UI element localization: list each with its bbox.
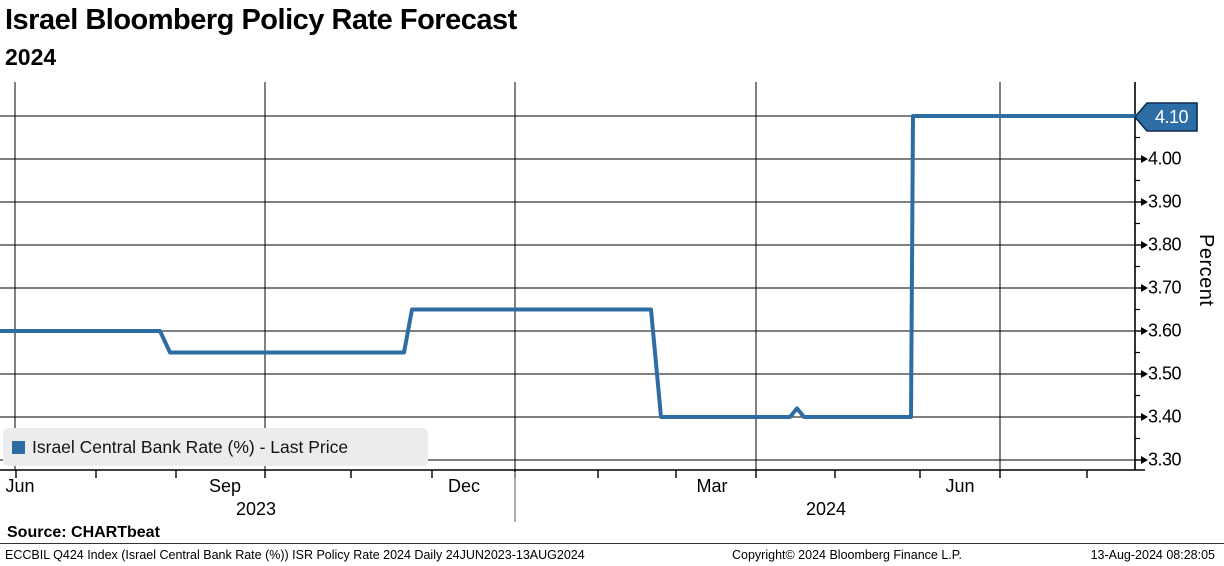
footer-divider (0, 543, 1224, 544)
legend-label: Israel Central Bank Rate (%) - Last Pric… (32, 436, 349, 457)
last-price-badge: 4.10 (1154, 107, 1189, 127)
y-tick-arrow-icon (1141, 413, 1148, 421)
x-tick-label-month: Jun (945, 476, 975, 496)
y-tick-arrow-icon (1141, 155, 1148, 163)
y-tick-arrow-icon (1141, 327, 1148, 335)
source-label: Source: CHARTbeat (7, 524, 160, 541)
legend[interactable]: Israel Central Bank Rate (%) - Last Pric… (3, 428, 428, 466)
y-tick-arrow-icon (1141, 370, 1148, 378)
page-title: Israel Bloomberg Policy Rate Forecast (5, 4, 517, 36)
x-tick-label-month: Jun (5, 476, 35, 496)
y-tick-label: 3.90 (1148, 191, 1182, 212)
legend-series-marker-icon (12, 440, 25, 454)
y-tick-arrow-icon (1141, 241, 1148, 249)
y-tick-label: 3.70 (1148, 277, 1182, 298)
x-tick-label-month: Mar (696, 476, 728, 496)
y-tick-arrow-icon (1141, 284, 1148, 292)
x-tick-label-month: Sep (208, 476, 242, 496)
security-description: ECCBIL Q424 Index (Israel Central Bank R… (5, 548, 585, 562)
y-tick-label: 3.30 (1148, 449, 1182, 470)
y-tick-label: 3.50 (1148, 363, 1182, 384)
y-tick-label: 3.40 (1148, 406, 1182, 427)
timestamp: 13-Aug-2024 08:28:05 (1090, 548, 1215, 562)
copyright-text: Copyright© 2024 Bloomberg Finance L.P. (732, 548, 962, 562)
y-tick-label: 3.80 (1148, 234, 1182, 255)
page-subtitle: 2024 (5, 44, 57, 70)
y-tick-arrow-icon (1141, 456, 1148, 464)
x-tick-label-month: Dec (447, 476, 481, 496)
y-axis-title: Percent (1195, 234, 1217, 307)
last-price-badge-shape (1133, 102, 1198, 132)
x-tick-label-year: 2024 (805, 499, 847, 519)
y-tick-label: 4.00 (1148, 148, 1182, 169)
y-tick-label: 3.60 (1148, 320, 1182, 341)
y-tick-arrow-icon (1141, 198, 1148, 206)
x-tick-label-year: 2023 (235, 499, 277, 519)
rate-series-line (0, 114, 1136, 419)
